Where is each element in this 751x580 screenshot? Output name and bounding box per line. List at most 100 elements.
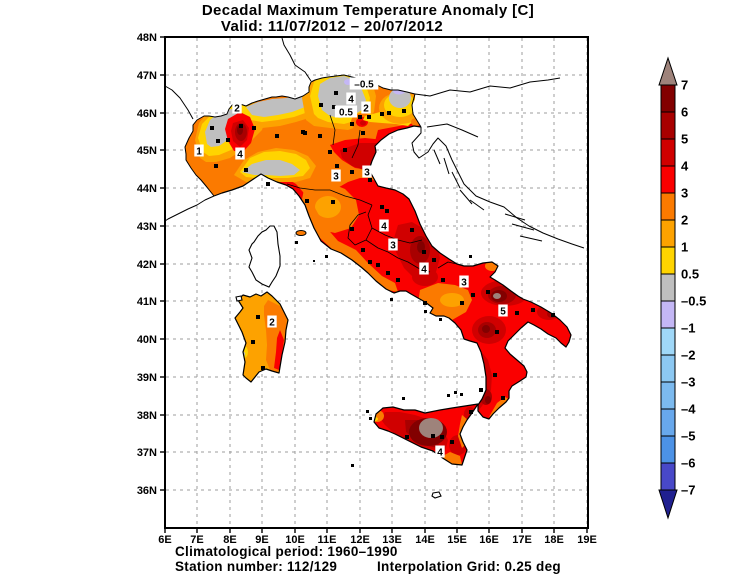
contour-label: 4 bbox=[237, 150, 243, 161]
weather-map-figure: 142–0.540.52334343524 48N47N46N45N44N43N… bbox=[0, 0, 751, 580]
lat-label: 43N bbox=[137, 221, 157, 233]
colorbar-arrow-bottom bbox=[659, 490, 677, 518]
lat-label: 36N bbox=[137, 485, 157, 497]
colorbar-segment bbox=[661, 220, 675, 247]
station-dot bbox=[251, 340, 255, 344]
colorbar-tick-label: 7 bbox=[681, 78, 688, 93]
contour-label: 3 bbox=[364, 168, 370, 179]
colorbar-tick-label: 6 bbox=[681, 105, 688, 120]
valid-period-subtitle: Valid: 11/07/2012 – 20/07/2012 bbox=[221, 18, 443, 35]
colorbar-segment bbox=[661, 382, 675, 409]
colorbar-tick-label: –5 bbox=[681, 429, 695, 444]
fill-bolzano-core bbox=[360, 121, 366, 126]
climatological-period-text: Climatological period: 1960–1990 bbox=[175, 544, 398, 559]
station-dot bbox=[216, 139, 220, 143]
contour-label: 2 bbox=[234, 104, 240, 115]
lon-label: 15E bbox=[447, 534, 467, 546]
fill-bari-gt7 bbox=[493, 293, 501, 299]
contour-label: 4 bbox=[437, 448, 443, 459]
colorbar-segment bbox=[661, 247, 675, 274]
lat-label: 45N bbox=[137, 145, 157, 157]
station-dot bbox=[319, 103, 323, 107]
fill-tuscany-1to2 bbox=[315, 196, 341, 218]
station-dot bbox=[368, 178, 372, 182]
colorbar-tick-label: –2 bbox=[681, 348, 695, 363]
station-dot bbox=[441, 278, 445, 282]
station-dot bbox=[493, 373, 497, 377]
colorbar-segment bbox=[661, 355, 675, 382]
colorbar-tick-label: 2 bbox=[681, 213, 688, 228]
colorbar-tick-label: 3 bbox=[681, 186, 688, 201]
lon-label: 6E bbox=[158, 534, 171, 546]
lon-label: 17E bbox=[512, 534, 532, 546]
station-dot bbox=[432, 258, 436, 262]
colorbar-segment bbox=[661, 436, 675, 463]
colorbar-segment bbox=[661, 112, 675, 139]
station-dot bbox=[361, 131, 365, 135]
colorbar-tick-label: –1 bbox=[681, 321, 695, 336]
station-dot bbox=[380, 112, 384, 116]
station-dot bbox=[450, 440, 454, 444]
station-dot bbox=[256, 315, 260, 319]
station-dot bbox=[328, 150, 332, 154]
station-dot bbox=[214, 164, 218, 168]
colorbar-segment bbox=[661, 139, 675, 166]
station-dot bbox=[252, 126, 256, 130]
contour-label: 1 bbox=[196, 147, 202, 158]
lat-label: 48N bbox=[137, 32, 157, 44]
station-dot bbox=[495, 330, 499, 334]
station-dot bbox=[431, 434, 435, 438]
station-dot bbox=[387, 111, 391, 115]
lon-label: 16E bbox=[479, 534, 499, 546]
station-dot bbox=[367, 115, 371, 119]
station-dot bbox=[423, 301, 427, 305]
station-dot bbox=[440, 435, 444, 439]
station-dot bbox=[275, 134, 279, 138]
contour-label: 4 bbox=[421, 265, 427, 276]
lon-label: 18E bbox=[544, 534, 564, 546]
station-dot bbox=[380, 205, 384, 209]
colorbar-tick-label: 5 bbox=[681, 132, 688, 147]
colorbar-segment bbox=[661, 463, 675, 490]
station-dot bbox=[551, 313, 555, 317]
station-dot bbox=[350, 170, 354, 174]
station-dot bbox=[318, 134, 322, 138]
lat-label: 41N bbox=[137, 296, 157, 308]
contour-label: 2 bbox=[269, 318, 275, 329]
station-dot bbox=[479, 388, 483, 392]
lat-label: 39N bbox=[137, 372, 157, 384]
station-dot bbox=[385, 209, 389, 213]
fill-calabria-6to7 bbox=[485, 396, 491, 404]
colorbar-tick-label: –4 bbox=[681, 402, 696, 417]
station-dot bbox=[368, 260, 372, 264]
lat-label: 40N bbox=[137, 334, 157, 346]
lat-label: 38N bbox=[137, 410, 157, 422]
station-dot bbox=[471, 293, 475, 297]
station-dot bbox=[343, 148, 347, 152]
station-dot bbox=[331, 200, 335, 204]
lat-label: 47N bbox=[137, 70, 157, 82]
station-dot bbox=[410, 228, 414, 232]
contour-label: 0.5 bbox=[339, 108, 353, 119]
colorbar-tick-label: 4 bbox=[681, 159, 689, 174]
lat-label: 46N bbox=[137, 108, 157, 120]
colorbar-tick-label: –6 bbox=[681, 456, 695, 471]
contour-label: 4 bbox=[348, 95, 354, 106]
station-dot bbox=[422, 250, 426, 254]
station-dot bbox=[226, 138, 230, 142]
page-title: Decadal Maximum Temperature Anomaly [C] bbox=[202, 2, 534, 19]
colorbar-segment bbox=[661, 193, 675, 220]
colorbar: 76543210.5–0.5–1–2–3–4–5–6–7 bbox=[659, 58, 706, 518]
station-dot bbox=[376, 263, 380, 267]
station-dot bbox=[358, 115, 362, 119]
contour-label: 3 bbox=[333, 172, 339, 183]
interpolation-grid-text: Interpolation Grid: 0.25 deg bbox=[377, 559, 561, 574]
station-dot bbox=[486, 290, 490, 294]
station-number-text: Station number: 112/129 bbox=[175, 559, 337, 574]
lat-label: 42N bbox=[137, 259, 157, 271]
contour-label: 3 bbox=[461, 278, 467, 289]
colorbar-segment bbox=[661, 274, 675, 301]
contour-label: 2 bbox=[363, 104, 369, 115]
station-dot bbox=[335, 164, 339, 168]
station-dot bbox=[515, 311, 519, 315]
